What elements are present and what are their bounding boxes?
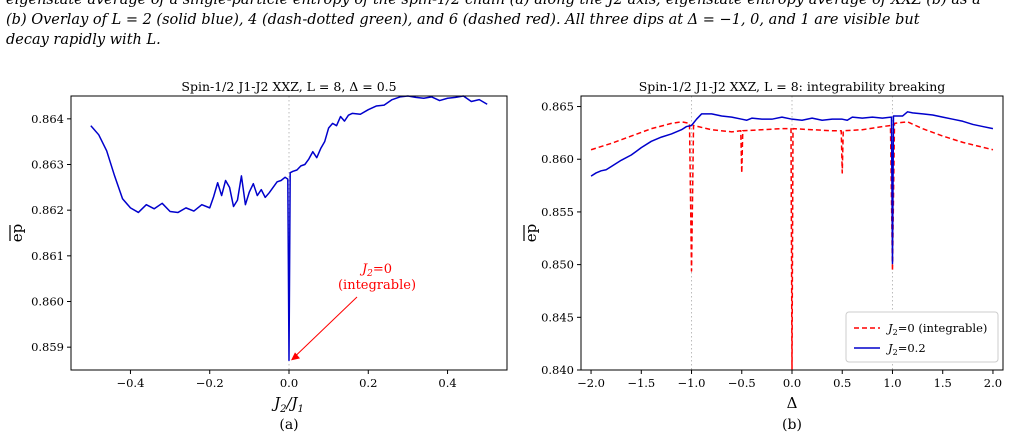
chart-a-annotation-line2: (integrable) [338,278,416,293]
chart-a-ytick-label-1: 0.860 [31,295,64,309]
chart-b-legend-box [845,311,999,363]
chart-a-ytick-label-0: 0.859 [31,340,64,354]
chart-b-series-0-line [590,121,994,370]
chart-b-xtick-label-6: 1.0 [883,376,901,390]
chart-a-annotation-arrow [293,296,358,358]
chart-b-ytick-label-5: 0.865 [541,100,574,114]
chart-a-annotation-arrowhead [291,352,300,361]
chart-a-title: Spin-1/2 J1-J2 XXZ, L = 8, Δ = 0.5 [181,79,396,94]
chart-b-xtick-label-1: −1.5 [627,376,655,390]
chart-b-ytick-label-2: 0.850 [541,258,574,272]
chart-a-series-0-line [90,95,488,362]
chart-a-ytick-label-3: 0.862 [31,203,64,217]
chart-b-series-1-line [590,111,994,265]
chart-b-xtick-label-2: −1.0 [678,376,706,390]
chart-b-legend-label-0: J2=0 (integrable) [886,321,987,337]
chart-a-xtick-label-2: 0.0 [280,376,298,390]
chart-b-ytick-label-1: 0.845 [541,310,574,324]
chart-a-xtick-label-0: −0.4 [116,376,144,390]
chart-a-sublabel: (a) [279,417,298,433]
chart-b-xtick-label-4: 0.0 [783,376,801,390]
chart-a-ytick-label-4: 0.863 [31,158,64,172]
figure-caption: eigenstate average of a single-particle … [6,0,1022,50]
chart-a-xtick-label-3: 0.2 [359,376,377,390]
caption-line-full: (b) Overlay of L = 2 (solid blue), 4 (da… [6,12,920,28]
chart-a-xtick-label-4: 0.4 [438,376,456,390]
chart-b-xtick-label-5: 0.5 [833,376,851,390]
chart-b-sublabel: (b) [782,417,802,433]
chart-b-ytick-label-0: 0.840 [541,363,574,377]
chart-b-xtick-label-7: 1.5 [934,376,952,390]
chart-b-ytick-label-3: 0.855 [541,205,574,219]
chart-a-ytick-label-5: 0.864 [31,112,64,126]
chart-b-xtick-label-0: −2.0 [577,376,605,390]
chart-a-ylabel: ep [8,224,26,242]
chart-b-ytick-label-4: 0.860 [541,152,574,166]
chart-a-ytick-label-2: 0.861 [31,249,64,263]
chart-b-ylabel: ep [522,224,540,242]
chart-a-xlabel: J2/J1 [271,394,304,415]
chart-a-xtick-label-1: −0.2 [196,376,224,390]
chart-a-annotation-line1: J2=0 [359,262,392,279]
caption-line-partial: eigenstate average of a single-particle … [6,0,981,8]
chart-b-xtick-label-3: −0.5 [728,376,756,390]
chart-b-legend-label-1: J2=0.2 [886,341,926,357]
chart-b-xtick-label-8: 2.0 [984,376,1002,390]
chart-b-title: Spin-1/2 J1-J2 XXZ, L = 8: integrability… [639,79,946,94]
caption-line-end: decay rapidly with L. [6,32,161,48]
chart-b-xlabel: Δ [787,394,798,412]
